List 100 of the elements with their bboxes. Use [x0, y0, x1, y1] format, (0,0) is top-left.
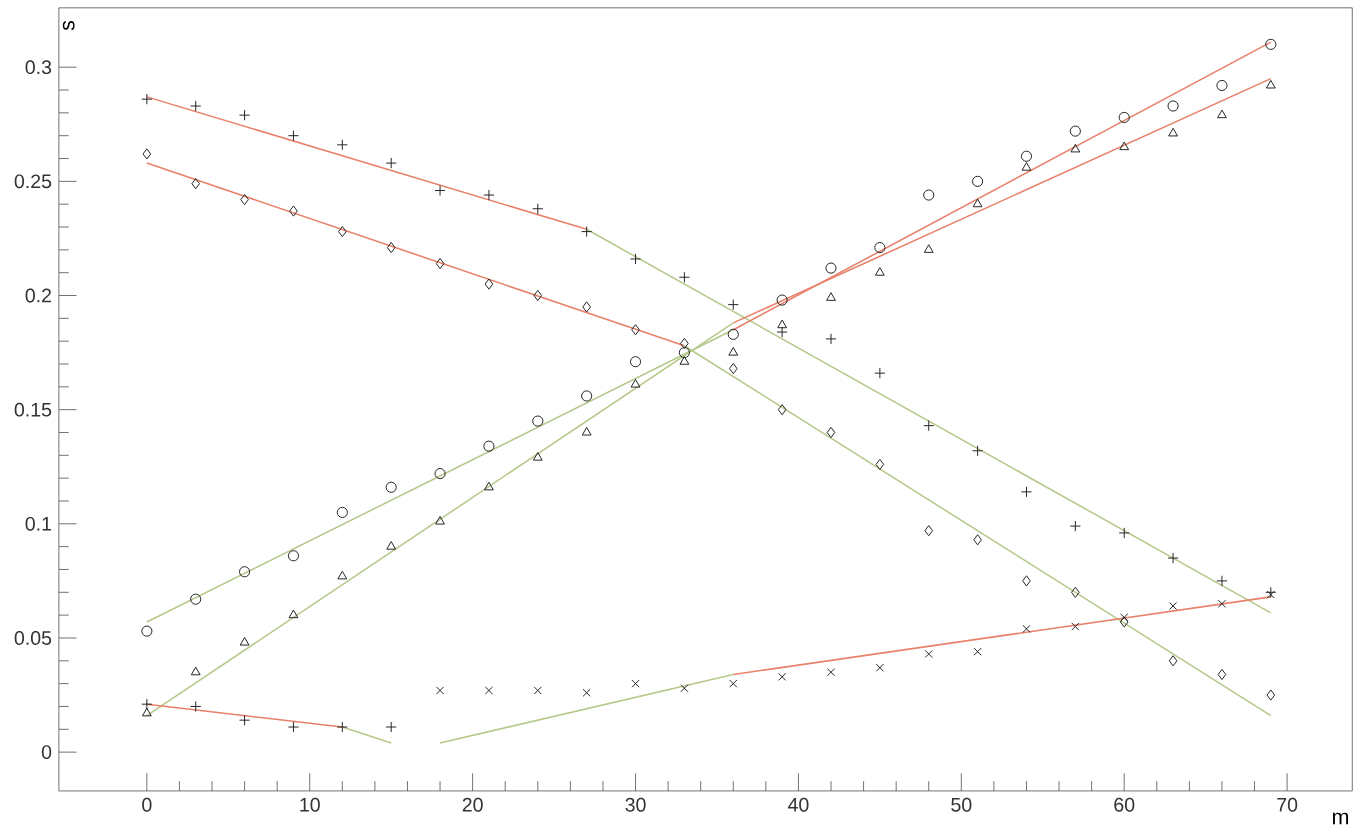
point: [826, 426, 836, 438]
point: [1168, 127, 1178, 137]
point: [1265, 586, 1277, 598]
point: [435, 686, 445, 695]
point: [435, 257, 445, 269]
point: [191, 177, 201, 190]
point: [239, 714, 251, 726]
point: [1022, 624, 1031, 633]
point: [1217, 109, 1227, 119]
point: [678, 271, 690, 283]
point: [532, 415, 544, 427]
point: [875, 663, 884, 672]
point: [972, 175, 984, 187]
point: [483, 440, 495, 452]
point: [533, 289, 543, 301]
point: [385, 481, 397, 493]
point: [288, 609, 299, 619]
point: [825, 333, 837, 345]
point: [1266, 590, 1275, 599]
point: [777, 403, 787, 416]
point: [239, 566, 251, 578]
point: [825, 262, 837, 274]
point: [532, 203, 544, 215]
point: [778, 672, 787, 681]
point: [190, 700, 202, 712]
point: [973, 534, 982, 546]
point: [1265, 79, 1276, 89]
x-tick-label: 50: [951, 797, 972, 812]
point: [924, 649, 933, 658]
point: [727, 328, 739, 340]
point: [434, 467, 446, 480]
point: [239, 636, 250, 646]
point: [484, 278, 494, 290]
point: [678, 346, 690, 359]
point: [1069, 125, 1081, 137]
point: [141, 625, 153, 637]
point: [1169, 601, 1178, 610]
point: [1167, 100, 1179, 112]
point: [142, 148, 152, 160]
point: [923, 419, 935, 432]
point: [680, 683, 689, 693]
point: [289, 205, 298, 217]
point: [629, 356, 642, 368]
point: [1020, 486, 1033, 498]
point: [1119, 141, 1130, 151]
point: [1216, 79, 1228, 91]
point: [1070, 143, 1081, 153]
point: [972, 445, 984, 457]
point: [484, 686, 494, 695]
y-tick-label: 0.25: [14, 174, 52, 189]
point: [1020, 150, 1033, 162]
point: [385, 721, 397, 733]
point: [386, 540, 397, 550]
point: [287, 129, 300, 142]
point: [1071, 586, 1080, 598]
point: [385, 157, 397, 169]
point: [1071, 622, 1080, 631]
point: [386, 241, 396, 254]
point: [728, 362, 738, 375]
point: [874, 367, 886, 379]
point: [1120, 613, 1129, 622]
x-axis-title: m: [1332, 812, 1349, 825]
point: [190, 100, 202, 112]
point: [923, 244, 934, 253]
point: [972, 198, 983, 208]
point: [630, 378, 641, 388]
x-tick-label: 20: [462, 797, 483, 812]
point: [533, 686, 542, 695]
point: [141, 93, 153, 105]
y-tick-label: 0.3: [25, 60, 52, 74]
point: [190, 593, 202, 605]
point: [776, 294, 788, 306]
point: [1266, 689, 1276, 701]
point: [631, 324, 640, 336]
point: [484, 481, 494, 491]
x-tick-label: 0: [142, 797, 152, 812]
point: [777, 319, 788, 329]
point: [287, 550, 300, 562]
point: [631, 679, 640, 688]
point: [337, 570, 348, 580]
point: [1217, 668, 1227, 680]
point: [287, 721, 300, 733]
point: [1217, 599, 1227, 608]
x-tick-label: 30: [625, 797, 646, 812]
y-tick-label: 0.05: [14, 630, 52, 645]
x-tick-label: 70: [1277, 797, 1298, 812]
x-tick-label: 40: [788, 797, 809, 812]
point: [729, 679, 738, 688]
point: [875, 458, 885, 470]
point: [336, 721, 348, 733]
point: [582, 688, 591, 697]
point: [728, 346, 739, 356]
y-axis-title: s: [62, 20, 75, 31]
point: [434, 184, 446, 196]
point: [874, 266, 885, 276]
point: [581, 426, 592, 436]
point: [874, 241, 886, 254]
point: [1022, 575, 1031, 587]
point: [727, 298, 739, 311]
point: [1021, 161, 1032, 171]
